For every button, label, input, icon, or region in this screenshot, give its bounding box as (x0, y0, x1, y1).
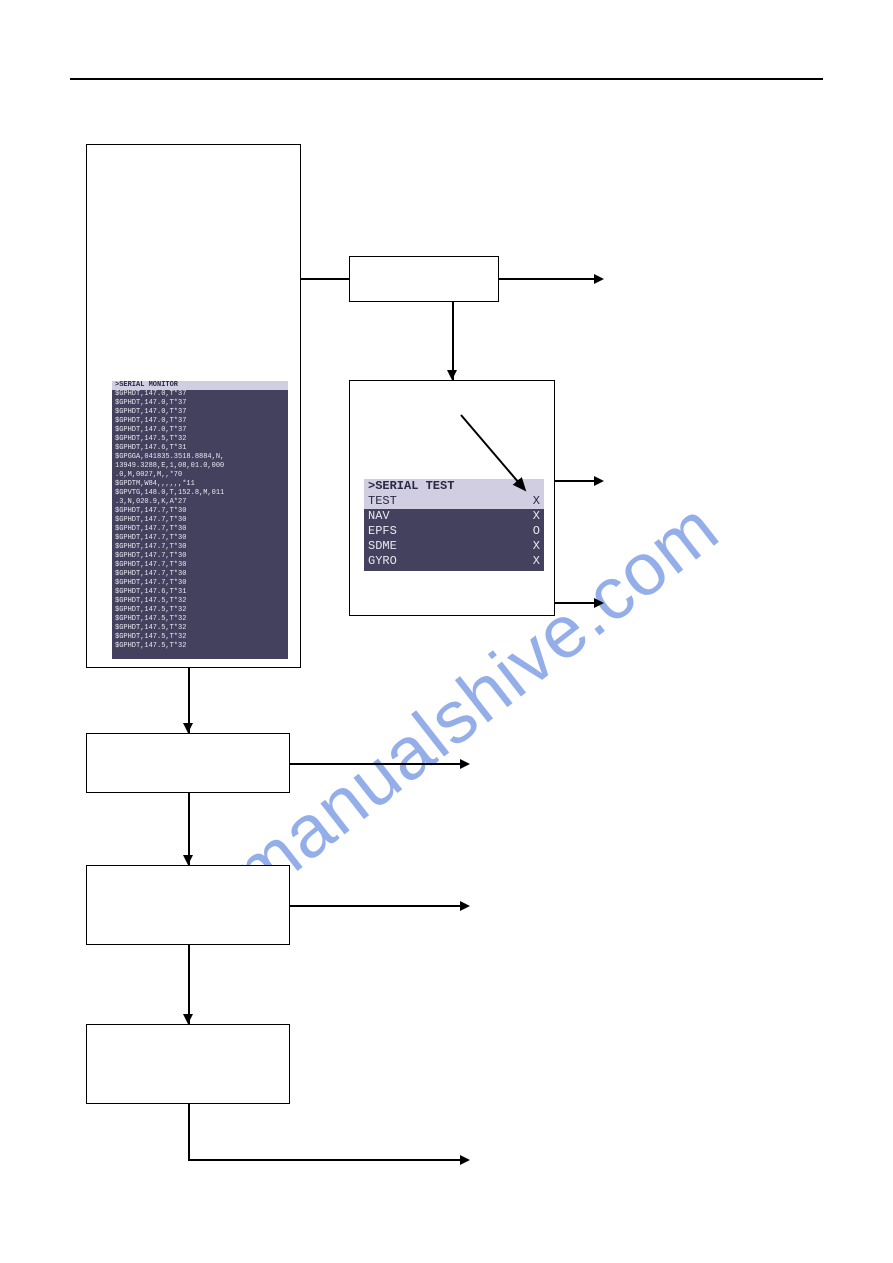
connector-h (555, 480, 594, 482)
arrow-right-icon (594, 476, 604, 486)
serial-test-row: SDME X (364, 539, 544, 554)
serial-monitor-line: $GPVTG,148.0,T,152.8,M,011 (112, 489, 288, 498)
connector-h (290, 905, 460, 907)
serial-monitor-line: $GPHDT,147.6,T*31 (112, 444, 288, 453)
serial-test-row: NAV X (364, 509, 544, 524)
serial-monitor-title: >SERIAL MONITOR (112, 381, 288, 390)
arrow-right-icon (594, 274, 604, 284)
connector-v (452, 302, 454, 380)
serial-test-row: GYRO X (364, 554, 544, 569)
serial-test-row-label: GYRO (368, 554, 397, 569)
serial-test-row-label: SDME (368, 539, 397, 554)
connector-h (499, 278, 594, 280)
serial-monitor-line: .0,M,0027,M,,*70 (112, 471, 288, 480)
serial-test-row: TEST X (364, 494, 544, 509)
connector-h (310, 1159, 460, 1161)
connector-h (188, 1159, 310, 1161)
serial-monitor-line: $GPHDT,147.7,T*30 (112, 579, 288, 588)
serial-monitor-line: $GPHDT,147.7,T*30 (112, 561, 288, 570)
connector-v (188, 1104, 190, 1159)
header-rule (70, 78, 823, 80)
serial-monitor-line: $GPHDT,147.7,T*30 (112, 525, 288, 534)
serial-test-row-status: O (533, 524, 540, 539)
serial-monitor-line: $GPHDT,147.0,T*37 (112, 417, 288, 426)
serial-monitor-line: .3,N,020.9,K,A*27 (112, 498, 288, 507)
serial-monitor-line: 13949.3288,E,1,08,01.0,000 (112, 462, 288, 471)
connector-h (555, 602, 594, 604)
serial-monitor-line: $GPHDT,147.5,T*32 (112, 642, 288, 651)
serial-monitor-line: $GPGGA,041835.3518.8884,N, (112, 453, 288, 462)
serial-monitor-line: $GPHDT,147.5,T*32 (112, 597, 288, 606)
box-step-b1 (86, 733, 290, 793)
serial-monitor-line: $GPHDT,147.0,T*37 (112, 426, 288, 435)
arrow-down-icon (183, 723, 193, 733)
serial-monitor-line: $GPHDT,147.7,T*30 (112, 570, 288, 579)
serial-monitor-line: $GPHDT,147.5,T*32 (112, 606, 288, 615)
serial-monitor-panel: >SERIAL MONITOR $GPHDT,147.0,T*37$GPHDT,… (112, 381, 288, 659)
serial-monitor-line: $GPHDT,147.5,T*32 (112, 615, 288, 624)
arrow-right-icon (460, 759, 470, 769)
arrow-down-icon (183, 855, 193, 865)
serial-monitor-line: $GPHDT,147.0,T*37 (112, 399, 288, 408)
arrow-down-icon (183, 1014, 193, 1024)
serial-monitor-line: $GPHDT,147.5,T*32 (112, 633, 288, 642)
page-root: manualshive.com >SERIAL MONITOR $GPHDT,1… (0, 0, 893, 1263)
arrow-down-icon (447, 370, 457, 380)
arrow-right-icon (594, 598, 604, 608)
arrow-right-icon (460, 1155, 470, 1165)
connector-v (188, 945, 190, 1024)
serial-monitor-line: $GPHDT,147.7,T*30 (112, 534, 288, 543)
connector-h (301, 278, 349, 280)
serial-monitor-line: $GPHDT,147.7,T*30 (112, 552, 288, 561)
serial-test-row-status: X (533, 539, 540, 554)
box-right-1 (349, 256, 499, 302)
serial-monitor-line: $GPHDT,147.6,T*31 (112, 588, 288, 597)
serial-test-row-status: X (533, 509, 540, 524)
box-step-b2 (86, 865, 290, 945)
serial-test-panel: >SERIAL TEST TEST X NAV X EPFS O SDME X GYRO X (364, 479, 544, 571)
serial-monitor-line: $GPHDT,147.7,T*30 (112, 543, 288, 552)
serial-monitor-line: $GPHDT,147.0,T*37 (112, 390, 288, 399)
serial-monitor-line: $GPHDT,147.5,T*32 (112, 435, 288, 444)
serial-test-title: >SERIAL TEST (364, 479, 544, 494)
serial-test-row-status: X (533, 554, 540, 569)
serial-test-row-label: TEST (368, 494, 397, 509)
serial-monitor-line: $GPDTM,W84,,,,,,*11 (112, 480, 288, 489)
serial-test-row-label: EPFS (368, 524, 397, 539)
serial-monitor-line: $GPHDT,147.5,T*32 (112, 624, 288, 633)
serial-test-row-status: X (533, 494, 540, 509)
serial-test-row: EPFS O (364, 524, 544, 539)
box-step-b3 (86, 1024, 290, 1104)
serial-test-row-label: NAV (368, 509, 390, 524)
connector-h (290, 763, 460, 765)
serial-monitor-line: $GPHDT,147.7,T*30 (112, 516, 288, 525)
serial-monitor-line: $GPHDT,147.7,T*30 (112, 507, 288, 516)
serial-monitor-line: $GPHDT,147.0,T*37 (112, 408, 288, 417)
arrow-right-icon (460, 901, 470, 911)
